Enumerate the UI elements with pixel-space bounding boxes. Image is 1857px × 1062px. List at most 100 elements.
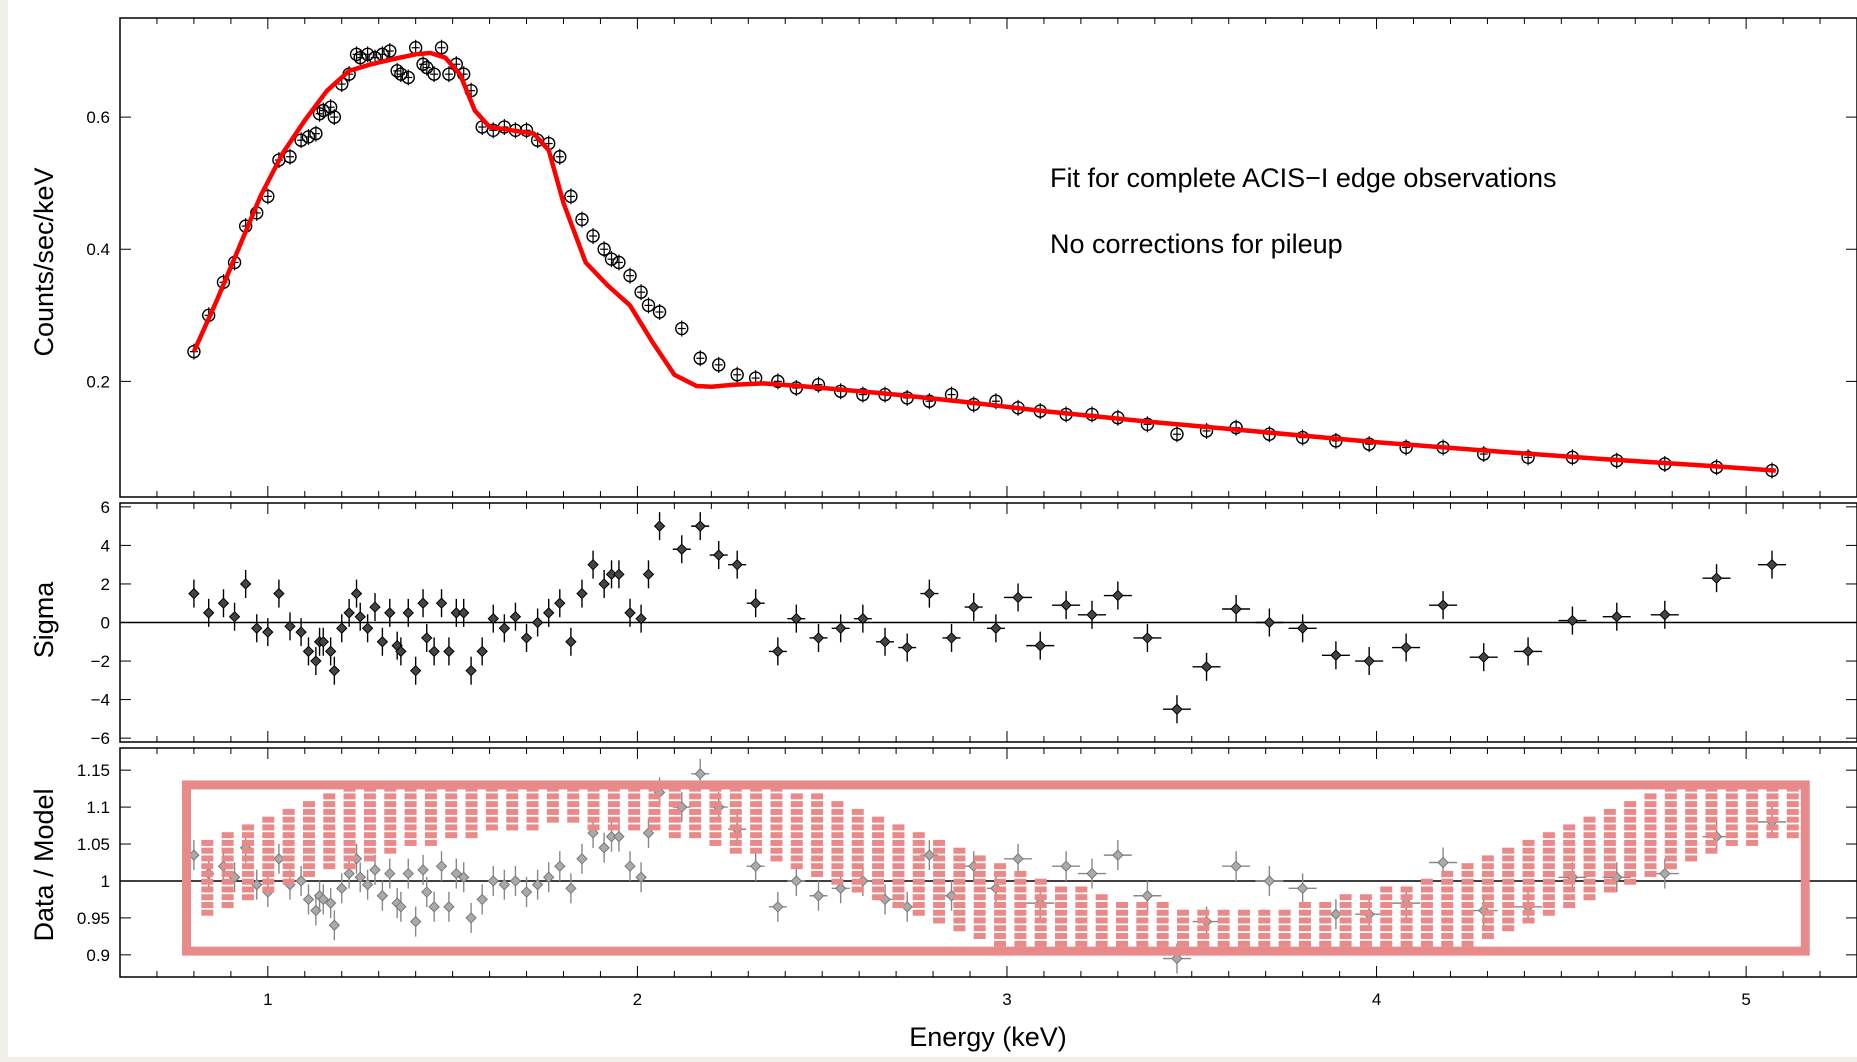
overlay-dash xyxy=(750,793,763,800)
overlay-dash xyxy=(363,801,376,808)
overlay-dash xyxy=(831,863,844,870)
overlay-dash xyxy=(1746,801,1759,808)
overlay-dash xyxy=(1319,901,1332,908)
overlay-dash xyxy=(607,816,620,823)
overlay-dash xyxy=(485,808,498,815)
overlay-dash xyxy=(485,801,498,808)
overlay-dash xyxy=(343,832,356,839)
overlay-dash xyxy=(201,886,214,893)
overlay-dash xyxy=(1502,863,1515,870)
overlay-dash xyxy=(1603,816,1616,823)
overlay-dash xyxy=(689,832,702,839)
x-tick-label: 1 xyxy=(263,990,272,1009)
overlay-dash xyxy=(343,855,356,862)
overlay-dash xyxy=(628,785,641,792)
residual-point xyxy=(1566,614,1579,627)
overlay-dash xyxy=(1237,925,1250,932)
overlay-dash xyxy=(1664,801,1677,808)
overlay-dash xyxy=(1359,925,1372,932)
overlay-dash xyxy=(1624,870,1637,877)
ratio-point xyxy=(1437,856,1449,869)
overlay-dash xyxy=(424,808,437,815)
overlay-dash xyxy=(384,793,397,800)
overlay-dash xyxy=(1481,886,1494,893)
overlay-dash xyxy=(851,832,864,839)
overlay-dash xyxy=(506,801,519,808)
overlay-dash xyxy=(1400,894,1413,901)
overlay-dash xyxy=(343,816,356,823)
residual-point xyxy=(428,645,440,658)
overlay-dash xyxy=(1563,839,1576,846)
residual-point xyxy=(1060,599,1072,611)
overlay-dash xyxy=(994,940,1007,947)
overlay-dash xyxy=(445,808,458,815)
overlay-dash xyxy=(323,808,336,815)
overlay-dash xyxy=(445,832,458,839)
residual-point xyxy=(310,655,322,667)
overlay-dash xyxy=(1705,793,1718,800)
overlay-dash xyxy=(465,816,478,823)
overlay-dash xyxy=(1055,886,1068,893)
overlay-dash xyxy=(933,878,946,885)
overlay-dash xyxy=(302,824,315,831)
overlay-dash xyxy=(465,785,478,792)
overlay-dash xyxy=(1644,847,1657,854)
overlay-dash xyxy=(404,839,417,846)
overlay-dash xyxy=(1014,886,1027,893)
overlay-dash xyxy=(1522,909,1535,916)
overlay-dash xyxy=(1583,847,1596,854)
overlay-dash xyxy=(831,839,844,846)
overlay-dash xyxy=(790,847,803,854)
overlay-dash xyxy=(1420,909,1433,916)
overlay-dash xyxy=(221,839,234,846)
overlay-dash xyxy=(1603,832,1616,839)
overlay-dash xyxy=(1583,886,1596,893)
overlay-dash xyxy=(1319,909,1332,916)
overlay-dash xyxy=(343,824,356,831)
overlay-dash xyxy=(282,808,295,815)
overlay-dash xyxy=(1156,901,1169,908)
y-tick-label: 0.6 xyxy=(86,108,110,127)
overlay-dash xyxy=(465,832,478,839)
ratio-point xyxy=(450,867,463,880)
residual-point xyxy=(1478,651,1490,663)
data-point xyxy=(327,110,342,124)
overlay-dash xyxy=(953,901,966,908)
overlay-dash xyxy=(1542,863,1555,870)
overlay-dash xyxy=(1298,909,1311,916)
overlay-dash xyxy=(1522,917,1535,924)
overlay-dash xyxy=(506,793,519,800)
residual-point xyxy=(990,622,1002,634)
overlay-dash xyxy=(1116,925,1129,932)
overlay-dash xyxy=(811,839,824,846)
overlay-dash xyxy=(1217,909,1230,916)
residual-point xyxy=(624,607,636,619)
overlay-dash xyxy=(668,801,681,808)
overlay-dash xyxy=(1685,801,1698,808)
overlay-dash xyxy=(485,824,498,831)
overlay-dash xyxy=(872,870,885,877)
overlay-dash xyxy=(892,886,905,893)
overlay-dash xyxy=(729,793,742,800)
ratio-point xyxy=(443,901,455,913)
overlay-dash xyxy=(343,839,356,846)
residual-point xyxy=(520,632,533,644)
overlay-dash xyxy=(1644,816,1657,823)
ylabel-ratio: Data / Model xyxy=(29,788,59,941)
overlay-dash xyxy=(892,824,905,831)
residual-point xyxy=(228,611,241,623)
overlay-dash xyxy=(1339,940,1352,947)
overlay-dash xyxy=(384,832,397,839)
overlay-dash xyxy=(1197,933,1210,940)
ratio-point xyxy=(624,860,636,872)
overlay-dash xyxy=(343,808,356,815)
overlay-dash xyxy=(1278,925,1291,932)
overlay-dash xyxy=(1664,855,1677,862)
overlay-dash xyxy=(1644,863,1657,870)
data-point xyxy=(309,126,323,141)
overlay-dash xyxy=(343,793,356,800)
overlay-dash xyxy=(933,886,946,893)
overlay-dash xyxy=(323,824,336,831)
overlay-dash xyxy=(1502,886,1515,893)
overlay-dash xyxy=(750,785,763,792)
